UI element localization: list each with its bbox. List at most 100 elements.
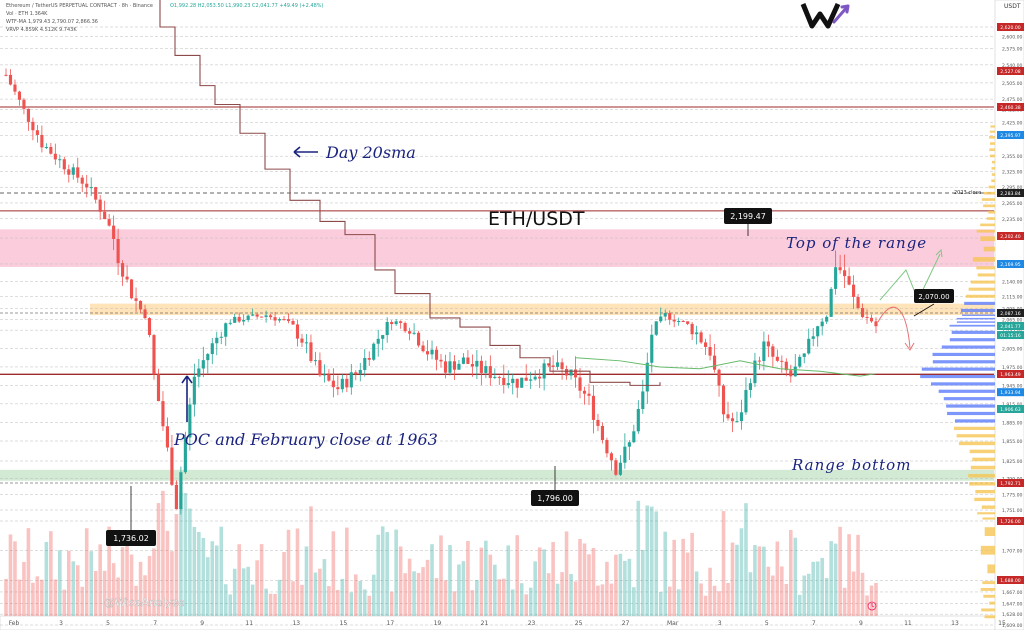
candle-body[interactable] (479, 360, 483, 373)
candle-body[interactable] (609, 453, 613, 461)
candle-body[interactable] (672, 319, 676, 322)
candle-body[interactable] (53, 153, 57, 160)
candle-body[interactable] (506, 383, 510, 386)
candle-body[interactable] (103, 211, 107, 220)
candle-body[interactable] (174, 484, 178, 510)
candle-body[interactable] (237, 316, 241, 322)
candle-body[interactable] (654, 321, 658, 335)
candle-body[interactable] (403, 322, 407, 332)
candle-body[interactable] (367, 358, 371, 360)
candle-body[interactable] (874, 321, 878, 327)
candle-body[interactable] (94, 187, 98, 200)
candle-body[interactable] (650, 334, 654, 363)
candle-body[interactable] (421, 345, 425, 352)
candle-body[interactable] (466, 357, 470, 364)
candle-body[interactable] (524, 377, 528, 381)
candle-body[interactable] (753, 360, 757, 384)
candle-body[interactable] (452, 361, 457, 370)
candle-body[interactable] (744, 389, 748, 413)
candle-body[interactable] (457, 363, 461, 370)
candle-body[interactable] (322, 374, 326, 376)
candle-body[interactable] (493, 376, 497, 378)
candle-body[interactable] (627, 442, 631, 447)
candle-body[interactable] (573, 369, 578, 378)
candle-body[interactable] (98, 199, 102, 212)
candle-body[interactable] (188, 404, 192, 438)
candle-body[interactable] (170, 447, 174, 485)
candle-body[interactable] (286, 319, 291, 321)
candle-body[interactable] (165, 426, 170, 448)
candle-body[interactable] (121, 263, 125, 277)
candle-body[interactable] (179, 472, 183, 510)
candle-body[interactable] (390, 321, 394, 325)
candle-body[interactable] (596, 419, 600, 426)
candle-body[interactable] (385, 321, 389, 336)
candle-body[interactable] (708, 346, 712, 356)
time-axis[interactable] (0, 615, 996, 630)
candle-body[interactable] (771, 346, 775, 357)
candle-body[interactable] (434, 349, 439, 360)
candle-body[interactable] (152, 335, 156, 375)
candle-body[interactable] (197, 368, 201, 377)
candle-body[interactable] (704, 342, 708, 347)
candle-body[interactable] (430, 349, 434, 355)
candle-body[interactable] (730, 418, 735, 422)
candle-body[interactable] (834, 267, 838, 289)
candle-body[interactable] (363, 358, 367, 370)
candle-body[interactable] (502, 377, 506, 386)
candle-body[interactable] (215, 337, 219, 344)
candle-body[interactable] (623, 446, 627, 463)
candle-body[interactable] (811, 336, 815, 339)
candle-body[interactable] (125, 276, 129, 280)
candle-body[interactable] (439, 359, 443, 362)
candle-body[interactable] (300, 338, 304, 343)
candle-body[interactable] (717, 369, 721, 386)
candle-body[interactable] (71, 167, 75, 175)
candle-body[interactable] (820, 321, 824, 327)
alarm-clock-icon[interactable] (867, 601, 877, 611)
candle-body[interactable] (49, 146, 53, 154)
candle-body[interactable] (865, 316, 869, 318)
candle-body[interactable] (161, 401, 165, 427)
candle-body[interactable] (31, 121, 35, 131)
candle-body[interactable] (76, 167, 80, 178)
candle-body[interactable] (520, 377, 524, 388)
candle-body[interactable] (273, 317, 277, 321)
candle-body[interactable] (712, 355, 717, 370)
candle-body[interactable] (663, 313, 667, 317)
candle-body[interactable] (784, 361, 788, 371)
candle-body[interactable] (134, 298, 138, 301)
candle-body[interactable] (560, 362, 564, 369)
candle-body[interactable] (605, 439, 609, 454)
candle-body[interactable] (802, 353, 806, 357)
candle-body[interactable] (260, 316, 264, 318)
candle-body[interactable] (62, 159, 66, 170)
candle-body[interactable] (757, 360, 761, 362)
candle-body[interactable] (345, 378, 349, 388)
candle-body[interactable] (641, 391, 645, 410)
candle-body[interactable] (277, 319, 282, 321)
candle-body[interactable] (201, 360, 205, 369)
candle-body[interactable] (183, 437, 187, 473)
candle-body[interactable] (13, 84, 17, 92)
candle-body[interactable] (399, 321, 403, 323)
candle-body[interactable] (529, 379, 533, 381)
candle-body[interactable] (515, 378, 519, 388)
candle-body[interactable] (354, 372, 358, 374)
candle-body[interactable] (192, 376, 196, 405)
candle-body[interactable] (251, 314, 255, 316)
candle-body[interactable] (600, 425, 605, 440)
candle-body[interactable] (4, 74, 8, 76)
candle-body[interactable] (807, 338, 811, 354)
candle-body[interactable] (739, 412, 744, 422)
candle-body[interactable] (542, 363, 546, 379)
candle-body[interactable] (686, 321, 690, 324)
candle-body[interactable] (336, 387, 340, 390)
candle-body[interactable] (295, 324, 300, 339)
candle-body[interactable] (632, 431, 636, 443)
candle-body[interactable] (112, 225, 116, 239)
candle-body[interactable] (80, 177, 84, 184)
candle-body[interactable] (825, 316, 829, 322)
candle-body[interactable] (309, 342, 313, 362)
candle-body[interactable] (269, 315, 273, 318)
